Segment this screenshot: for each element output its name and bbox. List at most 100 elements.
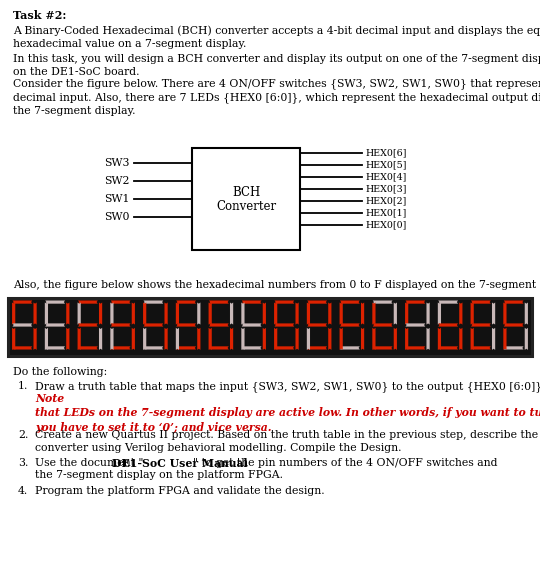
Polygon shape <box>176 346 196 350</box>
Polygon shape <box>459 303 462 325</box>
Text: HEX0[5]: HEX0[5] <box>366 161 408 169</box>
Polygon shape <box>197 328 200 350</box>
Polygon shape <box>209 324 229 326</box>
Polygon shape <box>12 303 15 325</box>
Text: Also, the figure below shows the hexadecimal numbers from 0 to F displayed on th: Also, the figure below shows the hexadec… <box>13 280 540 290</box>
Text: A Binary-Coded Hexadecimal (BCH) converter accepts a 4-bit decimal input and dis: A Binary-Coded Hexadecimal (BCH) convert… <box>13 25 540 48</box>
Polygon shape <box>274 303 277 325</box>
Polygon shape <box>144 324 163 326</box>
Polygon shape <box>78 346 98 350</box>
Text: Draw a truth table that maps the input {SW3, SW2, SW1, SW0} to the output {HEX0 : Draw a truth table that maps the input {… <box>35 381 540 392</box>
Polygon shape <box>274 301 294 304</box>
Polygon shape <box>99 303 102 325</box>
Polygon shape <box>361 328 364 350</box>
Polygon shape <box>132 328 135 350</box>
Polygon shape <box>361 303 364 325</box>
Polygon shape <box>504 301 523 304</box>
Polygon shape <box>209 301 229 304</box>
Polygon shape <box>438 324 458 326</box>
Polygon shape <box>503 303 507 325</box>
Polygon shape <box>263 303 266 325</box>
Text: 3.: 3. <box>18 458 29 468</box>
Text: SW2: SW2 <box>105 176 130 186</box>
Polygon shape <box>470 303 474 325</box>
Polygon shape <box>165 328 168 350</box>
Polygon shape <box>340 303 343 325</box>
Polygon shape <box>176 303 179 325</box>
Polygon shape <box>438 301 458 304</box>
Polygon shape <box>340 346 360 350</box>
Text: SW1: SW1 <box>105 194 130 204</box>
Text: 1.: 1. <box>18 381 29 391</box>
Polygon shape <box>12 328 15 350</box>
Polygon shape <box>209 346 229 350</box>
Polygon shape <box>459 328 462 350</box>
Polygon shape <box>242 301 261 304</box>
Text: 2.: 2. <box>18 430 29 440</box>
Polygon shape <box>143 303 146 325</box>
Polygon shape <box>471 301 491 304</box>
Text: " to get the pin numbers of the 4 ON/OFF switches and: " to get the pin numbers of the 4 ON/OFF… <box>193 458 498 468</box>
Polygon shape <box>427 303 430 325</box>
Polygon shape <box>110 303 113 325</box>
Polygon shape <box>307 346 327 350</box>
Polygon shape <box>45 328 48 350</box>
Polygon shape <box>99 328 102 350</box>
Polygon shape <box>197 303 200 325</box>
Polygon shape <box>66 303 70 325</box>
Polygon shape <box>241 328 245 350</box>
Polygon shape <box>394 303 397 325</box>
Polygon shape <box>406 346 426 350</box>
Polygon shape <box>45 346 65 350</box>
Polygon shape <box>66 328 70 350</box>
Polygon shape <box>78 328 81 350</box>
Polygon shape <box>525 303 528 325</box>
Polygon shape <box>340 301 360 304</box>
Polygon shape <box>405 303 408 325</box>
Text: HEX0[3]: HEX0[3] <box>366 185 408 193</box>
Polygon shape <box>470 328 474 350</box>
Polygon shape <box>503 328 507 350</box>
Polygon shape <box>504 324 523 326</box>
Polygon shape <box>110 328 113 350</box>
Polygon shape <box>263 328 266 350</box>
Polygon shape <box>373 324 393 326</box>
Polygon shape <box>471 346 491 350</box>
Text: HEX0[4]: HEX0[4] <box>366 172 407 182</box>
Polygon shape <box>471 324 491 326</box>
Polygon shape <box>144 346 163 350</box>
Polygon shape <box>208 328 212 350</box>
Polygon shape <box>295 303 299 325</box>
Polygon shape <box>492 328 495 350</box>
Polygon shape <box>340 328 343 350</box>
Text: In this task, you will design a BCH converter and display its output on one of t: In this task, you will design a BCH conv… <box>13 54 540 77</box>
Polygon shape <box>241 303 245 325</box>
Polygon shape <box>176 301 196 304</box>
Polygon shape <box>307 303 310 325</box>
Text: Create a new Quartus II project. Based on the truth table in the previous step, : Create a new Quartus II project. Based o… <box>35 430 540 453</box>
Polygon shape <box>176 324 196 326</box>
Polygon shape <box>45 324 65 326</box>
Polygon shape <box>208 303 212 325</box>
Polygon shape <box>274 328 277 350</box>
Bar <box>8 298 532 356</box>
Polygon shape <box>372 303 375 325</box>
Polygon shape <box>78 303 81 325</box>
Polygon shape <box>33 303 37 325</box>
Polygon shape <box>165 303 168 325</box>
Polygon shape <box>340 324 360 326</box>
Text: DE1-SoC User Manual: DE1-SoC User Manual <box>112 458 248 469</box>
Polygon shape <box>143 328 146 350</box>
Text: HEX0[2]: HEX0[2] <box>366 196 407 206</box>
Polygon shape <box>307 324 327 326</box>
Polygon shape <box>176 328 179 350</box>
Text: Program the platform FPGA and validate the design.: Program the platform FPGA and validate t… <box>35 486 325 496</box>
Polygon shape <box>78 324 98 326</box>
Text: Use the document ": Use the document " <box>35 458 144 468</box>
Polygon shape <box>406 301 426 304</box>
Polygon shape <box>33 328 37 350</box>
Polygon shape <box>230 303 233 325</box>
Polygon shape <box>274 324 294 326</box>
Text: Task #2:: Task #2: <box>13 10 66 21</box>
Polygon shape <box>230 328 233 350</box>
